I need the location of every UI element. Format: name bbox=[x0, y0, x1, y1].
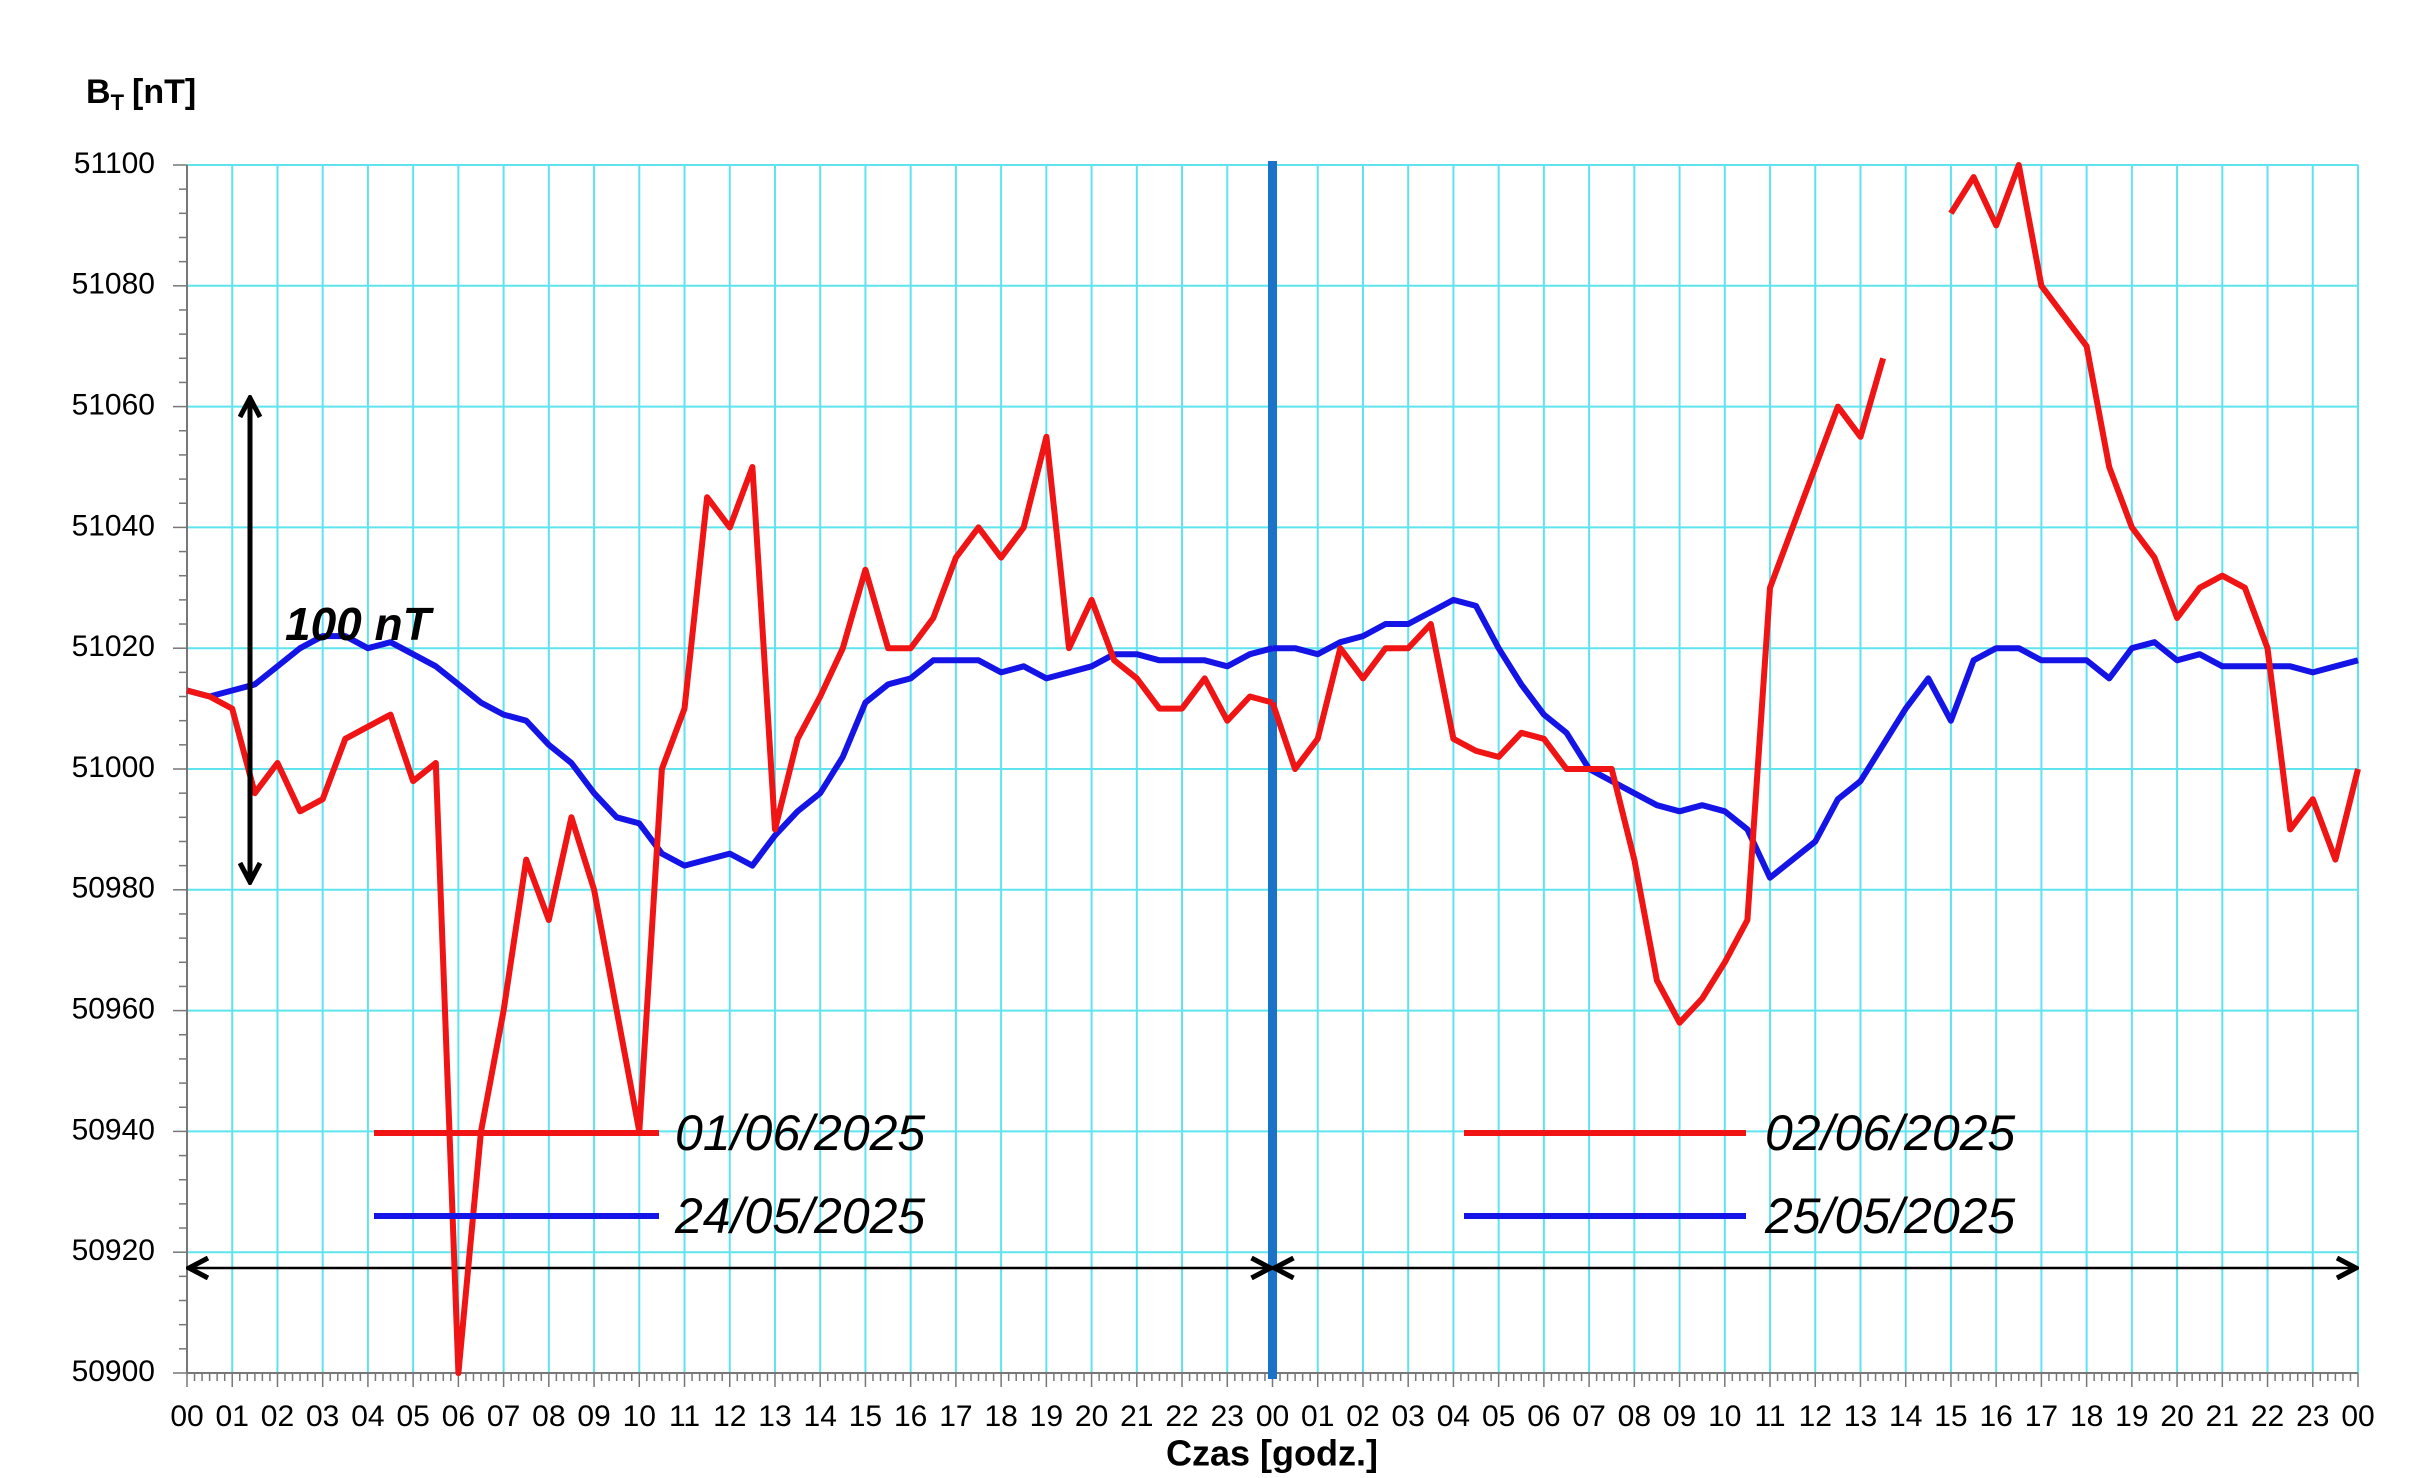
data-line bbox=[186, 633, 1274, 869]
x-tick-label: 00 bbox=[2341, 1400, 2374, 1433]
x-tick-label: 19 bbox=[1030, 1400, 1063, 1433]
x-tick-label: 13 bbox=[1844, 1400, 1877, 1433]
y-axis-label: BT [nT] bbox=[86, 73, 196, 115]
legend-label: 01/06/2025 bbox=[675, 1105, 925, 1161]
x-tick-label: 01 bbox=[1301, 1400, 1334, 1433]
y-tick-label: 51000 bbox=[72, 751, 155, 784]
x-tick-label: 04 bbox=[1437, 1400, 1470, 1433]
x-tick-label: 05 bbox=[1482, 1400, 1515, 1433]
y-tick-label: 51080 bbox=[72, 268, 155, 301]
x-tick-label: 18 bbox=[984, 1400, 1017, 1433]
legend-label: 24/05/2025 bbox=[674, 1188, 925, 1244]
x-tick-label: 06 bbox=[1527, 1400, 1560, 1433]
x-tick-label: 11 bbox=[669, 1400, 700, 1433]
x-tick-label: 10 bbox=[623, 1400, 656, 1433]
x-tick-label: 02 bbox=[261, 1400, 294, 1433]
x-tick-label: 07 bbox=[1572, 1400, 1605, 1433]
x-tick-label: 13 bbox=[758, 1400, 791, 1433]
data-line bbox=[1269, 162, 2361, 1026]
x-tick-label: 09 bbox=[577, 1400, 610, 1433]
annotation: 100 nT bbox=[285, 598, 435, 650]
y-tick-label: 50900 bbox=[72, 1355, 155, 1388]
x-tick-label: 20 bbox=[1075, 1400, 1108, 1433]
y-tick-label: 50920 bbox=[72, 1234, 155, 1267]
x-tick-label: 22 bbox=[1165, 1400, 1198, 1433]
y-tick-label: 51040 bbox=[72, 509, 155, 542]
x-tick-label: 01 bbox=[216, 1400, 249, 1433]
y-tick-label: 51020 bbox=[72, 630, 155, 663]
x-tick-label: 08 bbox=[1618, 1400, 1651, 1433]
y-tick-label: 51100 bbox=[74, 147, 155, 180]
x-tick-label: 15 bbox=[1934, 1400, 1967, 1433]
x-tick-label: 23 bbox=[2296, 1400, 2329, 1433]
y-tick-label: 50940 bbox=[72, 1113, 155, 1146]
data-line bbox=[1272, 596, 2359, 881]
y-tick-label: 50960 bbox=[72, 993, 155, 1026]
x-tick-label: 00 bbox=[170, 1400, 203, 1433]
x-tick-label: 08 bbox=[532, 1400, 565, 1433]
x-tick-label: 20 bbox=[2160, 1400, 2193, 1433]
x-tick-label: 00 bbox=[1256, 1400, 1289, 1433]
x-tick-label: 16 bbox=[894, 1400, 927, 1433]
y-tick-label: 51060 bbox=[72, 389, 155, 422]
x-tick-label: 09 bbox=[1663, 1400, 1696, 1433]
x-tick-label: 21 bbox=[2206, 1400, 2239, 1433]
x-tick-label: 03 bbox=[306, 1400, 339, 1433]
y-tick-label: 50980 bbox=[72, 872, 155, 905]
x-axis-label: Czas [godz.] bbox=[1166, 1433, 1378, 1474]
x-tick-label: 05 bbox=[396, 1400, 429, 1433]
x-tick-label: 06 bbox=[442, 1400, 475, 1433]
x-tick-label: 16 bbox=[1979, 1400, 2012, 1433]
y-label-unit: [nT] bbox=[132, 73, 196, 111]
x-tick-label: 12 bbox=[713, 1400, 746, 1433]
x-tick-label: 18 bbox=[2070, 1400, 2103, 1433]
x-tick-label: 03 bbox=[1392, 1400, 1425, 1433]
x-tick-label: 11 bbox=[1754, 1400, 1785, 1433]
x-tick-label: 17 bbox=[2025, 1400, 2058, 1433]
x-tick-label: 10 bbox=[1708, 1400, 1741, 1433]
x-tick-label: 07 bbox=[487, 1400, 520, 1433]
x-tick-label: 15 bbox=[849, 1400, 882, 1433]
x-tick-label: 04 bbox=[351, 1400, 384, 1433]
x-tick-label: 19 bbox=[2115, 1400, 2148, 1433]
x-tick-label: 14 bbox=[1889, 1400, 1922, 1433]
legend-label: 02/06/2025 bbox=[1765, 1105, 2015, 1161]
x-tick-label: 21 bbox=[1120, 1400, 1153, 1433]
x-tick-label: 14 bbox=[804, 1400, 837, 1433]
y-label-sub: T bbox=[111, 90, 125, 115]
x-tick-label: 17 bbox=[939, 1400, 972, 1433]
x-tick-label: 23 bbox=[1211, 1400, 1244, 1433]
x-tick-label: 12 bbox=[1799, 1400, 1832, 1433]
data-line bbox=[186, 433, 1274, 1376]
x-tick-label: 22 bbox=[2251, 1400, 2284, 1433]
x-tick-label: 02 bbox=[1346, 1400, 1379, 1433]
y-label-main: B bbox=[86, 73, 111, 111]
legend-label: 25/05/2025 bbox=[1764, 1188, 2015, 1244]
